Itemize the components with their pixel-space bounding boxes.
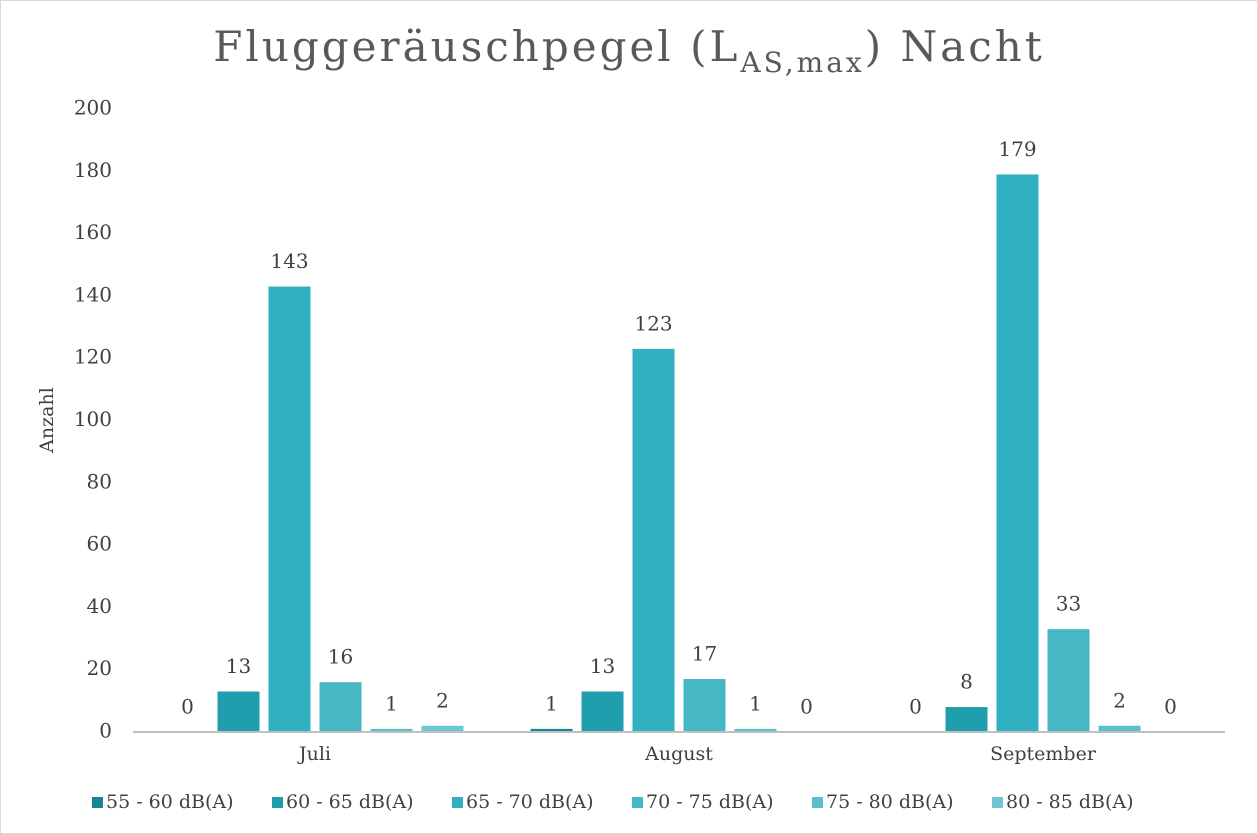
bar xyxy=(683,679,726,732)
x-tick-label: September xyxy=(990,743,1097,765)
y-tick-label: 180 xyxy=(74,158,112,182)
legend-swatch xyxy=(812,797,823,808)
value-label: 13 xyxy=(226,654,251,678)
bar xyxy=(421,725,464,732)
x-tick-label: Juli xyxy=(297,743,331,765)
value-label: 123 xyxy=(634,311,672,335)
bar xyxy=(996,174,1039,733)
value-label: 1 xyxy=(749,691,762,715)
y-tick-label: 140 xyxy=(74,282,112,306)
legend-swatch xyxy=(92,797,103,808)
value-label: 0 xyxy=(181,695,194,719)
title-part: ) Nacht xyxy=(865,22,1045,71)
legend-label: 70 - 75 dB(A) xyxy=(646,791,774,813)
y-tick-label: 40 xyxy=(87,594,112,618)
y-tick-label: 80 xyxy=(87,469,112,493)
value-label: 0 xyxy=(800,695,813,719)
value-label: 13 xyxy=(590,654,615,678)
x-tick-label: August xyxy=(644,743,713,765)
value-label: 1 xyxy=(385,691,398,715)
value-label: 179 xyxy=(998,137,1036,161)
bar xyxy=(1047,629,1090,732)
bar xyxy=(319,682,362,732)
title-part: Fluggeräuschpegel (L xyxy=(213,22,740,71)
value-label: 1 xyxy=(545,691,558,715)
legend-swatch xyxy=(992,797,1003,808)
bar xyxy=(217,691,260,732)
y-tick-label: 160 xyxy=(74,220,112,244)
bar xyxy=(1098,725,1141,732)
value-label: 16 xyxy=(328,645,353,669)
value-label: 0 xyxy=(909,695,922,719)
value-label: 8 xyxy=(960,670,973,694)
bar xyxy=(581,691,624,732)
y-tick-label: 200 xyxy=(74,96,112,120)
chart-title: Fluggeräuschpegel (LAS,max) Nacht xyxy=(213,22,1044,79)
bar xyxy=(530,728,573,732)
bar xyxy=(268,286,311,732)
y-tick-label: 100 xyxy=(74,407,112,431)
y-tick-label: 0 xyxy=(99,719,112,743)
y-tick-label: 20 xyxy=(87,656,112,680)
value-label: 33 xyxy=(1056,592,1081,616)
legend-swatch xyxy=(272,797,283,808)
bar xyxy=(370,728,413,732)
value-label: 2 xyxy=(1113,688,1126,712)
legend-swatch xyxy=(452,797,463,808)
legend-label: 55 - 60 dB(A) xyxy=(106,791,234,813)
bar xyxy=(945,707,988,732)
y-tick-label: 120 xyxy=(74,345,112,369)
y-axis-label: Anzahl xyxy=(36,387,58,454)
legend-label: 80 - 85 dB(A) xyxy=(1006,791,1134,813)
value-label: 17 xyxy=(692,642,717,666)
value-label: 143 xyxy=(270,249,308,273)
legend-swatch xyxy=(632,797,643,808)
value-label: 0 xyxy=(1164,695,1177,719)
legend-label: 65 - 70 dB(A) xyxy=(466,791,594,813)
value-label: 2 xyxy=(436,688,449,712)
bar xyxy=(632,348,675,732)
legend-label: 60 - 65 dB(A) xyxy=(286,791,414,813)
title-subscript: AS,max xyxy=(739,46,864,79)
bar xyxy=(734,728,777,732)
y-tick-label: 60 xyxy=(87,532,112,556)
legend-label: 75 - 80 dB(A) xyxy=(826,791,954,813)
